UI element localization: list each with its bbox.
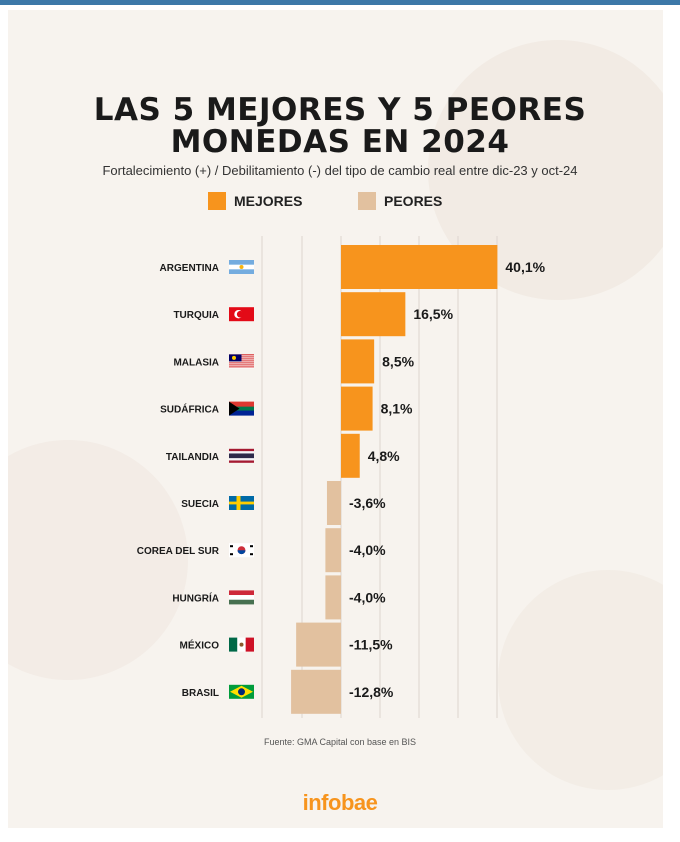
turkey-flag [229, 307, 254, 322]
data-label: 16,5% [413, 306, 453, 322]
data-label: 8,1% [381, 401, 413, 417]
legend-worst: PEORES [358, 192, 442, 210]
bar [341, 386, 373, 431]
thailand-flag [229, 448, 254, 463]
data-label: 40,1% [505, 259, 545, 275]
category-label: TURQUIA [173, 310, 219, 321]
brand-logo: infobae [302, 790, 378, 815]
sweden-flag [229, 496, 254, 510]
chart-title: LAS 5 MEJORES Y 5 PEORES [93, 92, 587, 128]
category-label: HUNGRÍA [172, 591, 219, 604]
data-label: 4,8% [368, 448, 400, 464]
bar [341, 339, 375, 384]
data-label: -3,6% [349, 495, 386, 511]
legend-label-best: MEJORES [234, 193, 303, 209]
chart-title-line2: MONEDAS EN 2024 [170, 124, 510, 160]
bar [296, 622, 341, 667]
source-note: Fuente: GMA Capital con base en BIS [263, 737, 417, 747]
data-label: -4,0% [349, 542, 386, 558]
bar [291, 669, 341, 714]
brazil-flag [229, 684, 254, 699]
data-label: -11,5% [349, 637, 393, 653]
category-label: SUECIA [181, 499, 219, 510]
bar [326, 481, 341, 525]
hungary-flag [229, 590, 254, 605]
banknote-decoration [498, 570, 663, 790]
top-border [0, 0, 680, 5]
data-label: -4,0% [349, 589, 386, 605]
category-label: BRASIL [182, 688, 219, 699]
malaysia-flag [229, 354, 254, 369]
bar [325, 528, 341, 573]
argentina-flag [229, 260, 254, 274]
bar [341, 292, 406, 337]
data-label: 8,5% [382, 353, 414, 369]
category-label: MÉXICO [180, 639, 220, 652]
legend-best: MEJORES [208, 192, 302, 210]
category-label: MALASIA [173, 357, 219, 368]
category-label: SUDÁFRICA [160, 403, 219, 416]
bar [325, 575, 341, 620]
data-label: -12,8% [349, 684, 394, 700]
category-label: ARGENTINA [160, 263, 219, 274]
bar [341, 433, 360, 478]
legend-swatch-worst [358, 192, 376, 210]
legend-swatch-best [208, 192, 226, 210]
category-label: COREA DEL SUR [137, 546, 220, 557]
south-africa-flag [229, 401, 254, 416]
legend-label-worst: PEORES [384, 193, 443, 209]
south-korea-flag [229, 543, 254, 558]
chart-subtitle: Fortalecimiento (+) / Debilitamiento (-)… [102, 163, 578, 178]
bar [341, 245, 498, 289]
mexico-flag [229, 637, 254, 652]
category-label: TAILANDIA [166, 452, 219, 463]
